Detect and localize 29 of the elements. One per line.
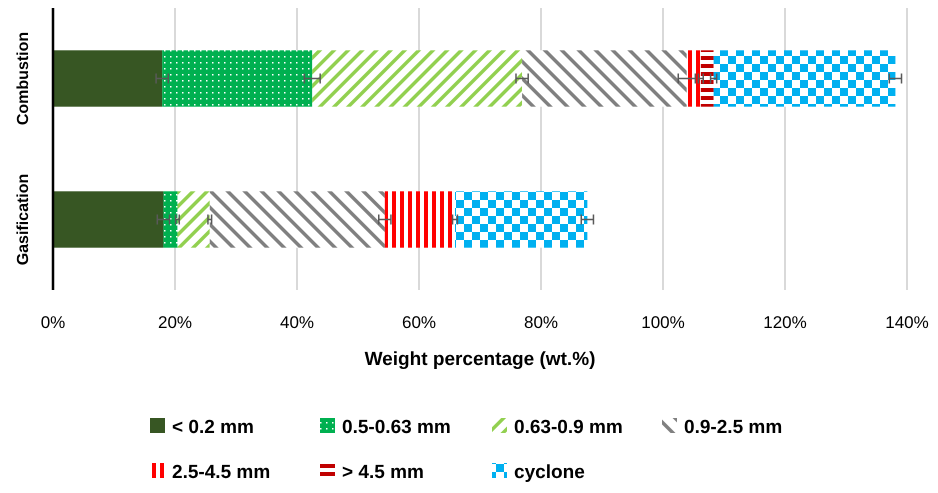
bar <box>177 191 210 248</box>
legend-label: cyclone <box>514 462 585 483</box>
legend-label: 0.5-0.63 mm <box>342 417 451 438</box>
bar <box>53 191 164 248</box>
legend-label: < 0.2 mm <box>172 417 254 438</box>
x-tick-label: 140% <box>885 313 929 332</box>
x-tick-label: 60% <box>402 313 436 332</box>
x-tick-label: 0% <box>40 313 66 332</box>
legend-label: 0.9-2.5 mm <box>684 417 782 438</box>
x-tick-label: 40% <box>280 313 314 332</box>
legend-label: 0.63-0.9 mm <box>514 417 623 438</box>
bar <box>163 191 178 248</box>
bar <box>210 191 385 248</box>
y-tick-label: Gasification <box>15 174 32 266</box>
bar <box>162 50 312 107</box>
y-tick-label: Combustion <box>15 32 32 126</box>
bar <box>454 191 588 248</box>
x-tick-label: 120% <box>763 313 807 332</box>
x-tick-label: 20% <box>158 313 192 332</box>
legend-label: 2.5-4.5 mm <box>172 462 270 483</box>
bar <box>522 50 687 107</box>
x-tick-label: 100% <box>641 313 685 332</box>
x-axis-title: Weight percentage (wt.%) <box>364 349 596 370</box>
bar <box>700 50 714 107</box>
x-tick-label: 80% <box>524 313 558 332</box>
bar <box>686 50 701 107</box>
bar <box>53 50 162 107</box>
bar <box>312 50 522 107</box>
legend-label: > 4.5 mm <box>342 462 424 483</box>
